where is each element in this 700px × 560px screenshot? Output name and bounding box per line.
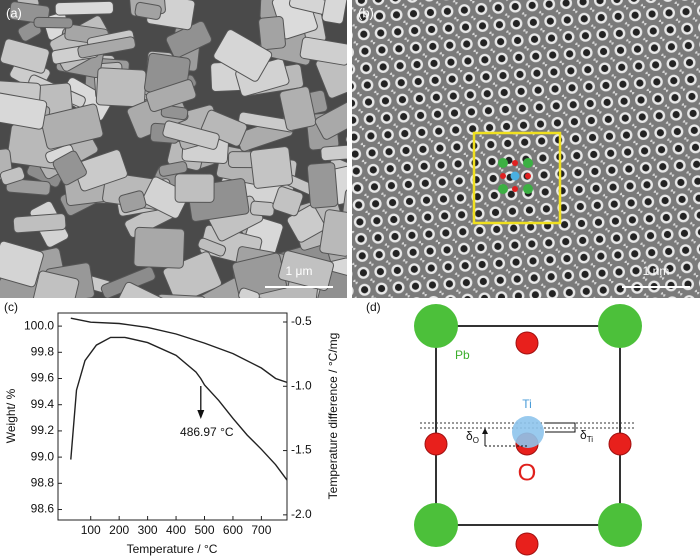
crystal <box>314 95 347 140</box>
crystal <box>306 162 339 209</box>
crystal <box>279 86 317 132</box>
crystal <box>250 200 275 217</box>
delta-ti-label: δTi <box>580 428 593 444</box>
y-tick-label: 98.8 <box>31 475 55 489</box>
pb-atoms <box>414 304 642 547</box>
panel-label: (c) <box>4 300 18 314</box>
crystal <box>0 38 50 74</box>
crystal <box>249 146 294 189</box>
ti-atom <box>512 416 544 448</box>
y-tick-label: 99.2 <box>31 423 55 437</box>
arrowhead <box>482 428 488 434</box>
panel-label: (a) <box>6 5 22 20</box>
y-tick-label: 99.6 <box>31 371 55 385</box>
arrowhead <box>197 410 205 419</box>
pb-label: Pb <box>455 348 470 362</box>
crystal <box>0 92 48 130</box>
y-axis-label: Weight/ % <box>4 388 18 443</box>
y2-axis-label: Temperature difference / °C/mg <box>326 333 340 500</box>
crystal <box>174 173 215 203</box>
x-tick-label: 500 <box>194 523 214 537</box>
crystal <box>200 109 248 147</box>
data-line <box>70 336 288 481</box>
y2-tick-label: -1.5 <box>291 443 312 457</box>
cell-edge <box>435 325 621 526</box>
crystal <box>95 67 147 108</box>
crystal <box>134 1 162 20</box>
data-line <box>70 317 288 384</box>
lattice <box>352 0 700 298</box>
y2-tick-label: -2.0 <box>291 507 312 521</box>
y-tick-label: 100.0 <box>24 318 54 332</box>
x-tick-label: 200 <box>109 523 129 537</box>
chart: Temperature / °C Weight/ % Temperature d… <box>4 312 340 556</box>
crystal <box>118 190 147 214</box>
crystal <box>145 79 197 113</box>
crystal <box>32 270 80 298</box>
x-tick-label: 700 <box>251 523 271 537</box>
crystal <box>162 120 220 150</box>
crystal <box>52 150 87 186</box>
crystal <box>258 15 286 51</box>
crystal <box>133 226 186 269</box>
crystal <box>156 293 206 298</box>
crystal <box>12 213 67 234</box>
delta-o-label: δO <box>466 429 479 445</box>
crystal <box>278 250 334 291</box>
y2-tick-label: -0.5 <box>291 314 312 328</box>
crystal <box>158 161 188 177</box>
crystal <box>54 0 114 16</box>
scale-label: 1 μm <box>286 264 313 278</box>
x-axis-label: Temperature / °C <box>127 542 218 556</box>
crystal <box>40 103 104 150</box>
crystal <box>321 0 347 25</box>
y2-tick-label: -1.0 <box>291 378 312 392</box>
plot-frame <box>57 312 288 521</box>
crystal <box>0 240 44 288</box>
crystal <box>320 143 347 162</box>
crystal <box>33 16 74 29</box>
crystal <box>197 237 227 257</box>
y-tick-label: 99.8 <box>31 344 55 358</box>
x-tick-label: 300 <box>138 523 158 537</box>
highlight-box <box>472 131 562 225</box>
stem-image <box>352 0 700 298</box>
crystal <box>319 209 347 257</box>
atom-overlay <box>498 158 533 194</box>
x-tick-label: 100 <box>81 523 101 537</box>
crystal <box>299 36 347 66</box>
o-label: O <box>518 459 537 486</box>
x-tick-label: 400 <box>166 523 186 537</box>
y-tick-label: 99.4 <box>31 397 55 411</box>
y-tick-label: 98.6 <box>31 502 55 516</box>
ti-label: Ti <box>522 397 532 411</box>
panel-label: (b) <box>358 5 374 20</box>
delta-ti-bracket <box>545 422 576 433</box>
x-tick-label: 600 <box>223 523 243 537</box>
scale-label: 1 nm <box>643 264 670 278</box>
y-tick-label: 99.0 <box>31 449 55 463</box>
crystal <box>0 166 26 186</box>
sem-image <box>0 0 347 298</box>
crystal <box>117 281 175 298</box>
annotation: 486.97 °C <box>180 425 234 439</box>
crystal <box>272 186 304 217</box>
crystal <box>213 29 273 82</box>
crystal <box>238 287 260 298</box>
crystal <box>340 188 347 233</box>
unit-cell: Pb Ti O δO δTi <box>414 304 642 556</box>
crystal <box>160 104 189 121</box>
crystal <box>77 36 136 59</box>
panel-label: (d) <box>366 300 381 314</box>
